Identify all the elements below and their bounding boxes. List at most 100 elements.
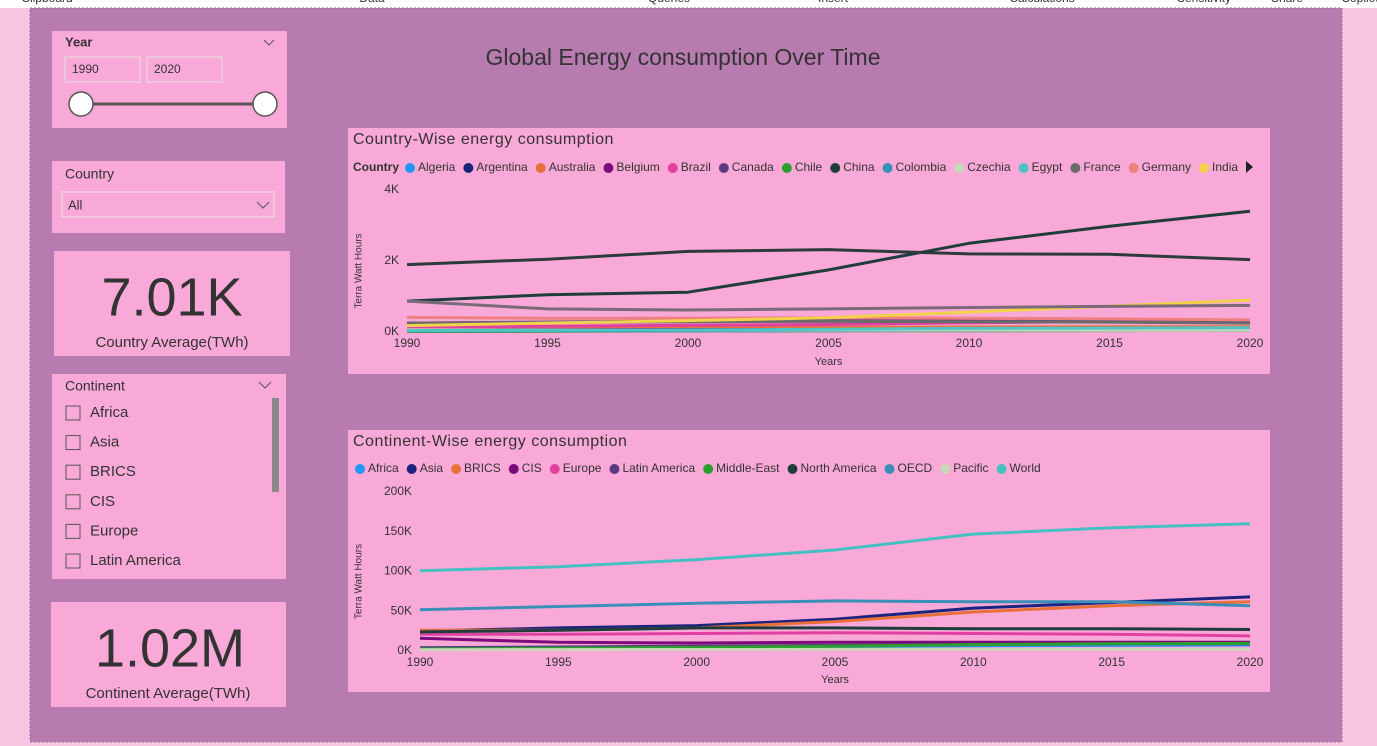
y-axis-title: Terra Watt Hours <box>354 544 365 619</box>
chart-title: Country-Wise energy consumption <box>353 131 614 148</box>
slider-handle[interactable] <box>68 91 94 117</box>
legend-label: Czechia <box>967 160 1011 174</box>
legend-label: Australia <box>549 160 596 174</box>
legend-label: Belgium <box>616 160 659 174</box>
x-tick-label: 2000 <box>683 655 710 669</box>
year-end-input[interactable] <box>146 56 223 83</box>
continent-list: Africa Asia BRICS CIS Europe Latin America <box>65 404 182 569</box>
ribbon-tab: Sensitivity <box>1177 0 1231 5</box>
legend-label: World <box>1010 461 1041 475</box>
legend-label: North America <box>801 461 877 475</box>
legend-label: Asia <box>420 461 444 475</box>
dropdown-value: All <box>68 197 83 212</box>
checkbox[interactable] <box>65 494 81 510</box>
legend-swatch <box>603 163 614 173</box>
legend-label: Latin America <box>622 461 695 475</box>
x-tick-label: 1990 <box>394 336 421 350</box>
legend-swatch <box>781 163 792 173</box>
report-title: Global Energy consumption Over Time <box>485 44 880 70</box>
x-axis-title: Years <box>821 674 849 686</box>
legend-swatch <box>406 464 417 474</box>
kpi-label: Country Average(TWh) <box>95 334 248 351</box>
y-tick-label: 150K <box>384 524 412 538</box>
legend-next[interactable] <box>1246 161 1253 173</box>
x-tick-label: 2010 <box>956 336 983 350</box>
chevron[interactable] <box>263 39 275 46</box>
legend-label: Argentina <box>476 160 528 174</box>
ribbon <box>0 0 1377 8</box>
series-line <box>419 522 1251 573</box>
legend-label: Pacific <box>953 461 988 475</box>
country-dropdown[interactable] <box>61 191 275 218</box>
x-tick-label: 1995 <box>545 655 572 669</box>
kpi-label: Continent Average(TWh) <box>86 685 251 702</box>
y-tick-label: 50K <box>391 603 412 617</box>
kpi-value: 7.01K <box>101 267 242 327</box>
legend-label: India <box>1212 160 1238 174</box>
legend-title: Country <box>353 160 399 174</box>
legend-label: France <box>1083 160 1121 174</box>
legend-swatch <box>508 464 519 474</box>
ribbon-tab: Clipboard <box>21 0 72 5</box>
legend-label: Middle-East <box>716 461 780 475</box>
checkbox[interactable] <box>65 435 81 451</box>
slider-handle[interactable] <box>252 91 278 117</box>
kpi-value: 1.02M <box>95 618 245 678</box>
checkbox[interactable] <box>65 464 81 480</box>
series-line <box>406 209 1251 303</box>
legend-swatch <box>703 464 714 474</box>
legend-swatch <box>667 163 678 173</box>
legend-swatch <box>940 464 951 474</box>
ribbon-tab: Copilot <box>1341 0 1377 5</box>
year-start-input[interactable] <box>64 56 141 83</box>
chevron[interactable] <box>258 381 272 389</box>
legend-swatch <box>1128 163 1139 173</box>
y-tick-label: 4K <box>384 182 399 196</box>
series-line <box>420 631 1251 638</box>
legend-swatch <box>830 163 841 173</box>
legend-swatch <box>1070 163 1081 173</box>
legend-swatch <box>884 464 895 474</box>
kpi-card <box>51 602 286 707</box>
checkbox[interactable] <box>65 405 81 421</box>
x-tick-label: 1990 <box>407 655 434 669</box>
chevron[interactable] <box>256 201 270 209</box>
x-tick-label: 2015 <box>1098 655 1125 669</box>
y-tick-label: 0K <box>384 324 399 338</box>
series-line <box>419 599 1251 612</box>
series-line <box>406 248 1251 267</box>
legend-label: Canada <box>732 160 774 174</box>
x-tick-label: 2000 <box>675 336 702 350</box>
legend-swatch <box>405 163 415 173</box>
legend-swatch <box>718 163 729 173</box>
x-tick-label: 2020 <box>1237 655 1264 669</box>
checkbox-label: CIS <box>90 493 115 510</box>
checkbox-label: Europe <box>90 522 138 539</box>
x-tick-label: 2005 <box>815 336 842 350</box>
checkbox[interactable] <box>65 553 81 569</box>
legend-swatch <box>954 163 965 173</box>
legend-label: Algeria <box>418 160 456 174</box>
legend-label: Brazil <box>681 160 711 174</box>
legend-label: Colombia <box>896 160 947 174</box>
year-end: 2020 <box>154 62 181 76</box>
scrollbar[interactable] <box>272 398 279 492</box>
checkbox[interactable] <box>65 523 81 539</box>
legend-label: Africa <box>368 461 399 475</box>
legend-label: China <box>843 160 875 174</box>
ribbon-tab: Insert <box>818 0 849 5</box>
ribbon-tab: Calculations <box>1009 0 1074 5</box>
legend-swatch <box>1199 163 1210 173</box>
ribbon-tab: Queries <box>648 0 690 5</box>
legend-swatch <box>609 464 620 474</box>
checkbox-label: Africa <box>90 404 129 421</box>
slicer-label: Continent <box>65 378 125 394</box>
y-tick-label: 2K <box>384 253 399 267</box>
legend-label: Egypt <box>1032 160 1063 174</box>
continent-slicer <box>52 374 286 579</box>
legend-swatch <box>787 464 798 474</box>
legend-swatch <box>1018 163 1029 173</box>
legend-swatch <box>355 464 365 474</box>
